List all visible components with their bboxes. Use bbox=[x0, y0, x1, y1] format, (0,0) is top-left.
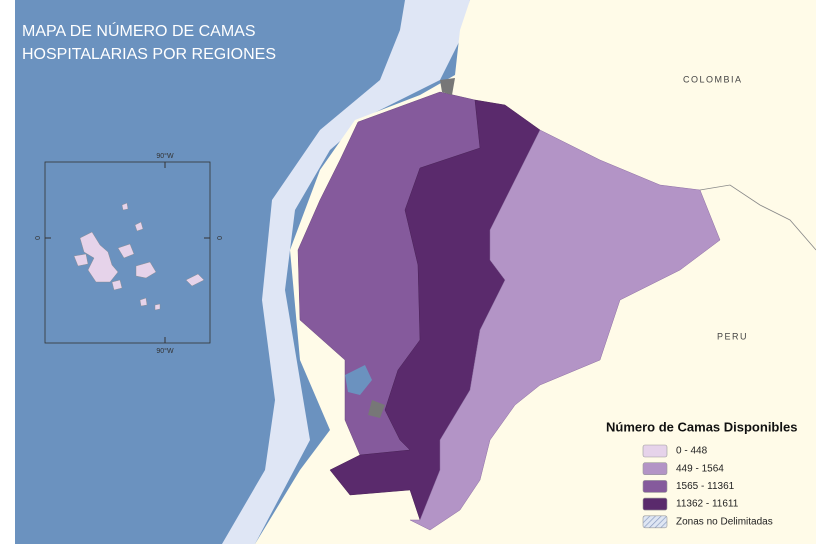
island bbox=[440, 78, 455, 95]
region bbox=[409, 129, 721, 531]
legend-label: 1565 - 11361 bbox=[676, 481, 735, 492]
legend-swatch bbox=[642, 515, 668, 529]
shelf bbox=[222, 0, 470, 544]
island bbox=[368, 400, 385, 418]
legend-title: Número de Camas Disponibles bbox=[606, 419, 797, 434]
legend-label: 11362 - 11611 bbox=[676, 499, 739, 510]
inset-label: 0 bbox=[33, 236, 40, 240]
inset-label: 0 bbox=[215, 236, 222, 240]
islands bbox=[73, 202, 205, 311]
legend-label: Zonas no Delimitadas bbox=[676, 516, 773, 527]
legend-label: 0 - 448 bbox=[676, 446, 708, 457]
inset-label: 90°W bbox=[156, 152, 174, 160]
legend-swatch bbox=[642, 444, 668, 458]
legend: Número de Camas Disponibles 0 - 448 449 -… bbox=[606, 419, 797, 529]
inset: 90°W 90°W 0 0 bbox=[33, 152, 222, 355]
map-title: HOSPITALARIAS POR REGIONES bbox=[22, 46, 276, 63]
country-label: COLOMBIA bbox=[683, 74, 743, 84]
country-label: PERU bbox=[717, 331, 748, 341]
legend-label: 449 - 1564 bbox=[676, 463, 724, 474]
border bbox=[699, 184, 816, 251]
estuary bbox=[345, 365, 372, 395]
legend-swatch bbox=[642, 497, 668, 511]
map-title: MAPA DE NÚMERO DE CAMAS bbox=[22, 21, 256, 40]
legend-swatch bbox=[642, 480, 668, 493]
legend-swatch bbox=[642, 462, 668, 476]
inset-label: 90°W bbox=[156, 347, 174, 355]
